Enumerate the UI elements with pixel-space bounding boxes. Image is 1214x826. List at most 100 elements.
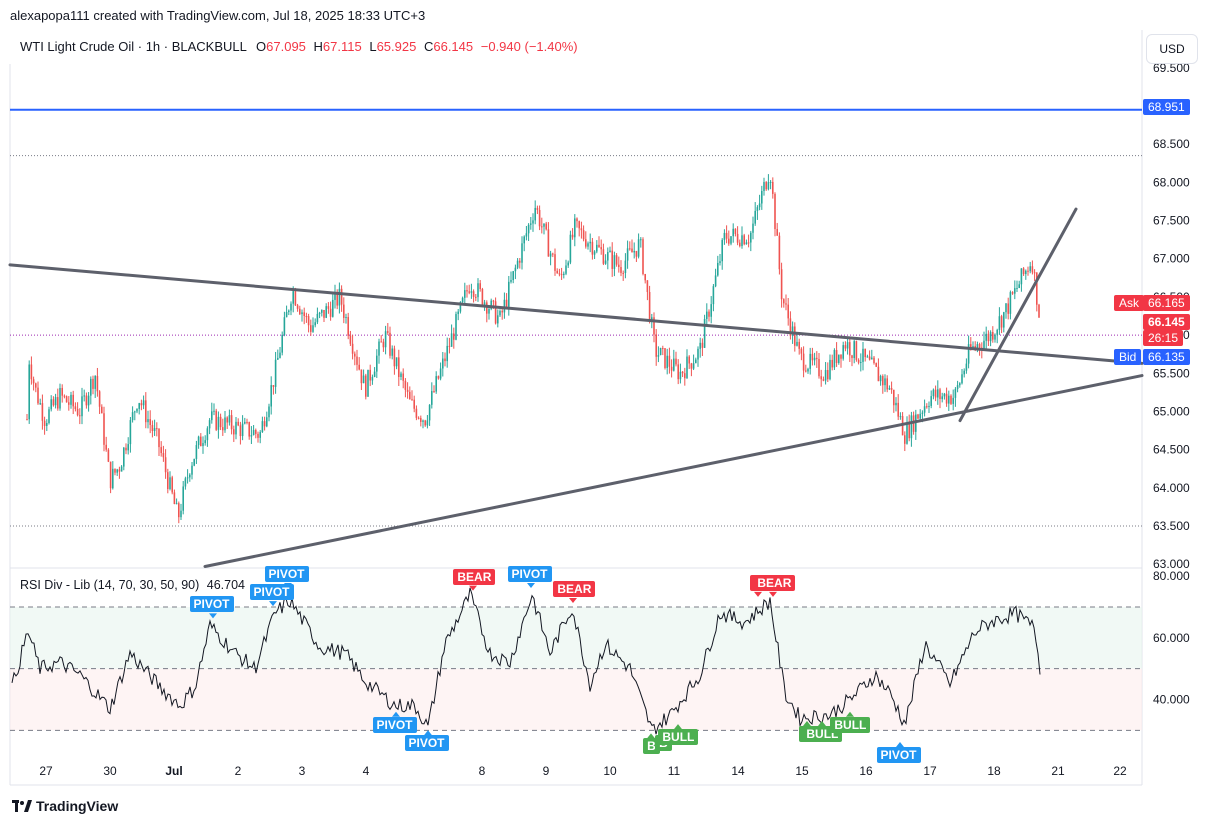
pivot-signal-label: PIVOT — [189, 596, 234, 613]
candle-body — [109, 461, 112, 489]
candle-body — [659, 348, 662, 356]
candle-body — [552, 253, 554, 255]
candle-body — [28, 364, 30, 420]
candle-body — [138, 403, 140, 409]
candle-body — [827, 370, 829, 380]
candle-body — [290, 303, 292, 311]
change-value: −0.940 (−1.40%) — [480, 39, 578, 54]
candle-body — [136, 408, 138, 412]
candle-body — [477, 283, 479, 298]
candle-body — [1011, 292, 1014, 294]
candle-body — [367, 369, 369, 397]
brand[interactable]: TradingView — [12, 798, 118, 814]
candle-body — [802, 353, 805, 371]
currency-button[interactable]: USD — [1146, 34, 1198, 64]
candle-body — [851, 355, 853, 359]
candle-body — [717, 262, 719, 276]
candle-body — [556, 270, 558, 274]
candle-body — [591, 241, 594, 255]
candle-body — [68, 402, 70, 405]
candle-body — [490, 300, 492, 309]
candle-body — [934, 389, 937, 398]
candle-body — [532, 220, 534, 224]
candle-body — [974, 345, 976, 348]
candle-body — [609, 250, 611, 252]
candle-body — [917, 414, 919, 419]
candle-body — [943, 393, 946, 397]
candle-body — [52, 399, 55, 406]
candle-body — [422, 420, 424, 422]
candle-body — [162, 453, 165, 458]
bear-signal-pointer — [769, 591, 777, 597]
candle-body — [424, 420, 426, 426]
candle-body — [831, 359, 833, 368]
pivot-signal-pointer — [424, 730, 432, 736]
candle-body — [710, 304, 712, 317]
time-tick-label: 3 — [299, 764, 306, 778]
candle-body — [499, 310, 501, 316]
candle-body — [340, 288, 343, 305]
low-label: L — [369, 39, 377, 54]
candle-body — [318, 312, 321, 314]
candle-body — [690, 363, 693, 369]
rsi-line — [11, 587, 1041, 735]
candle-body — [417, 417, 420, 419]
candle-body — [789, 318, 792, 336]
candle-body — [805, 370, 807, 372]
candle-body — [325, 306, 327, 318]
candle-body — [574, 218, 576, 238]
candle-body — [105, 444, 107, 450]
pivot-signal-label: PIVOT — [507, 566, 552, 582]
candle-body — [351, 343, 354, 354]
candle-body — [285, 312, 288, 318]
candle-body — [428, 404, 431, 421]
candle-body — [644, 274, 646, 281]
candle-body — [492, 300, 495, 302]
candle-body — [928, 405, 930, 407]
candle-body — [565, 265, 567, 274]
candle-body — [866, 356, 869, 358]
candle-body — [448, 345, 451, 347]
candle-body — [602, 249, 605, 264]
candle-body — [349, 335, 352, 344]
candle-body — [800, 348, 803, 354]
candle-body — [521, 243, 523, 263]
chart-caption: alexapopa111 created with TradingView.co… — [10, 8, 426, 23]
pivot-signal-pointer — [896, 742, 904, 747]
candle-body — [893, 389, 895, 406]
candle-body — [761, 190, 763, 204]
candle-body — [384, 331, 387, 348]
candle-body — [747, 242, 750, 244]
candle-body — [593, 251, 596, 255]
candle-body — [1020, 268, 1023, 285]
bull-signal-pointer — [818, 721, 826, 726]
candle-body — [87, 395, 90, 406]
candle-body — [899, 416, 902, 418]
candle-body — [875, 363, 877, 367]
candle-body — [96, 375, 99, 392]
price-tick-label: 67.000 — [1153, 252, 1190, 266]
candle-body — [112, 468, 114, 489]
candle-body — [571, 234, 574, 238]
candle-body — [978, 344, 981, 348]
bull-signal-label: BULL — [658, 729, 699, 746]
candle-body — [131, 412, 134, 421]
candle-body — [193, 458, 195, 466]
pivot-signal-label: PIVOT — [876, 747, 921, 763]
candle-body — [252, 429, 255, 436]
candle-body — [446, 345, 448, 362]
candle-body — [343, 304, 345, 318]
candle-body — [356, 356, 358, 365]
candle-body — [338, 288, 341, 306]
candle-body — [459, 302, 462, 312]
candle-body — [57, 397, 59, 409]
candle-body — [758, 203, 761, 208]
candle-body — [63, 395, 66, 397]
candle-body — [723, 232, 726, 240]
candle-body — [1016, 287, 1018, 289]
ask-price: 66.165 — [1143, 295, 1190, 311]
candle-body — [937, 389, 939, 398]
candle-body — [79, 415, 81, 417]
